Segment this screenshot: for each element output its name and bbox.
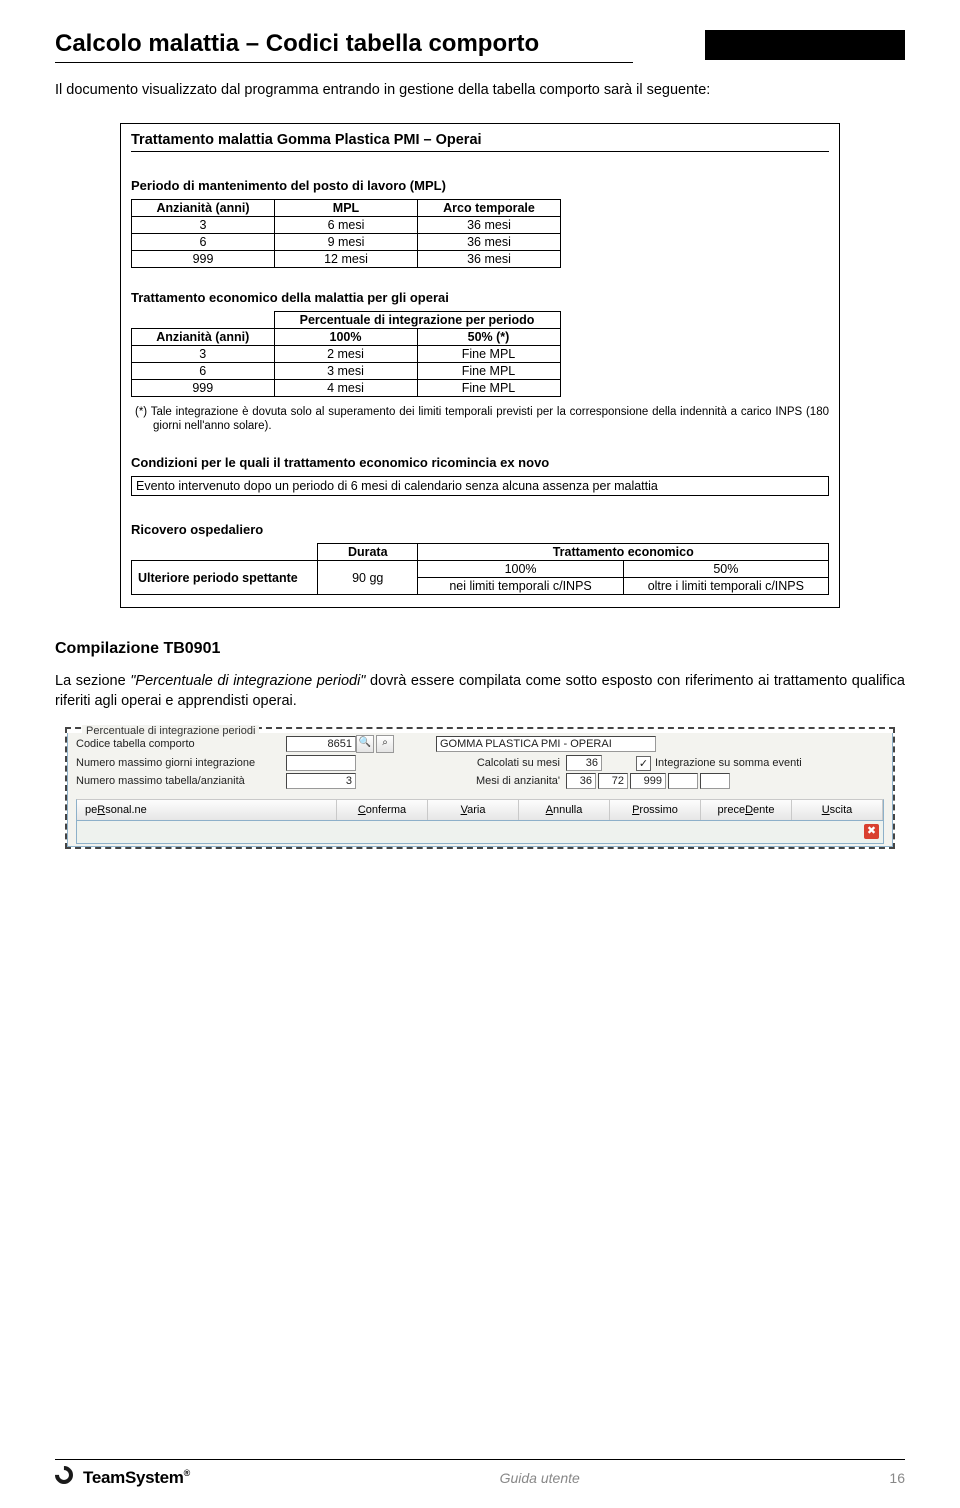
section-condizioni-heading: Condizioni per le quali il trattamento e…: [131, 455, 829, 470]
ricovero-row-label: Ulteriore periodo spettante: [132, 561, 318, 595]
input-max-giorni[interactable]: [286, 755, 356, 771]
btn-uscita[interactable]: Uscita: [792, 800, 883, 820]
label-calcolati-mesi: Calcolati su mesi: [436, 756, 566, 770]
mpl-table: Anzianità (anni) MPL Arco temporale 36 m…: [131, 199, 561, 268]
footer-title: Guida utente: [190, 1470, 889, 1486]
table-cell: Fine MPL: [417, 379, 560, 396]
label-integrazione-somma: Integrazione su somma eventi: [655, 757, 802, 769]
table-cell: 999: [132, 379, 275, 396]
section-mpl-heading: Periodo di mantenimento del posto di lav…: [131, 178, 829, 193]
ricovero-col-durata: Durata: [318, 544, 418, 561]
input-anz-1[interactable]: 36: [566, 773, 596, 789]
table-cell: Fine MPL: [417, 345, 560, 362]
label-mesi-anzianita: Mesi di anzianita': [436, 774, 566, 788]
table-cell: 9 mesi: [275, 233, 418, 250]
economico-col-100: 100%: [274, 328, 417, 345]
doc-title-rule: [131, 151, 829, 152]
label-max-tabella: Numero massimo tabella/anzianità: [76, 774, 286, 788]
para-italic: "Percentuale di integrazione periodi": [130, 673, 365, 689]
title-rule: [55, 62, 633, 63]
table-cell: 12 mesi: [275, 250, 418, 267]
form-screenshot: Percentuale di integrazione periodi Codi…: [65, 727, 895, 849]
ricovero-sub-100: 100%: [418, 561, 623, 578]
input-codice-tabella[interactable]: 8651: [286, 736, 356, 752]
table-cell: Fine MPL: [417, 362, 560, 379]
intro-paragraph: Il documento visualizzato dal programma …: [55, 81, 905, 101]
table-cell: 4 mesi: [274, 379, 417, 396]
table-cell: 3 mesi: [274, 362, 417, 379]
form-legend: Percentuale di integrazione periodi: [82, 725, 259, 737]
economico-span-header: Percentuale di integrazione per periodo: [274, 311, 560, 328]
btn-precedente[interactable]: preceDente: [701, 800, 792, 820]
economico-col-anzianita: Anzianità (anni): [132, 328, 275, 345]
table-cell: 6: [132, 362, 275, 379]
ricovero-cell-2: oltre i limiti temporali c/INPS: [623, 578, 828, 595]
embedded-doc-screenshot: Trattamento malattia Gomma Plastica PMI …: [120, 123, 840, 609]
lookup-icon[interactable]: ⌕: [376, 735, 394, 753]
teamsystem-logo: TeamSystem®: [55, 1466, 190, 1490]
btn-varia[interactable]: Varia: [428, 800, 519, 820]
section-economico-heading: Trattamento economico della malattia per…: [131, 290, 829, 305]
table-cell: 36 mesi: [418, 250, 561, 267]
section-ricovero-heading: Ricovero ospedaliero: [131, 522, 829, 537]
logo-text: TeamSystem: [83, 1468, 184, 1487]
btn-prossimo[interactable]: Prossimo: [610, 800, 701, 820]
footer-page-number: 16: [889, 1470, 905, 1486]
table-cell: 36 mesi: [418, 216, 561, 233]
close-icon[interactable]: ✖: [864, 824, 879, 839]
input-anz-3[interactable]: 999: [630, 773, 666, 789]
table-cell: 3: [132, 345, 275, 362]
checkbox-integrazione[interactable]: ✓: [636, 756, 651, 771]
input-anz-4[interactable]: [668, 773, 698, 789]
table-cell: 3: [132, 216, 275, 233]
table-cell: 2 mesi: [274, 345, 417, 362]
input-anz-2[interactable]: 72: [598, 773, 628, 789]
table-cell: 6 mesi: [275, 216, 418, 233]
btn-conferma[interactable]: Conferma: [337, 800, 428, 820]
table-cell: 6: [132, 233, 275, 250]
table-cell: 999: [132, 250, 275, 267]
input-calcolati-mesi[interactable]: 36: [566, 755, 602, 771]
label-max-giorni: Numero massimo giorni integrazione: [76, 756, 286, 770]
input-max-tabella[interactable]: 3: [286, 773, 356, 789]
ricovero-col-trattamento: Trattamento economico: [418, 544, 829, 561]
para-prefix: La sezione: [55, 673, 130, 689]
logo-mark-icon: [55, 1466, 77, 1490]
mpl-col-anzianita: Anzianità (anni): [132, 199, 275, 216]
ricovero-durata: 90 gg: [318, 561, 418, 595]
compilazione-heading: Compilazione TB0901: [55, 640, 905, 658]
ricovero-cell-1: nei limiti temporali c/INPS: [418, 578, 623, 595]
input-anz-5[interactable]: [700, 773, 730, 789]
economico-table: Percentuale di integrazione per periodo …: [131, 311, 561, 397]
doc-title: Trattamento malattia Gomma Plastica PMI …: [131, 130, 829, 150]
economico-col-50: 50% (*): [417, 328, 560, 345]
label-codice-tabella: Codice tabella comporto: [76, 737, 286, 751]
economico-note: (*) Tale integrazione è dovuta solo al s…: [131, 405, 829, 434]
search-icon[interactable]: 🔍: [356, 735, 374, 753]
footer-rule: [55, 1459, 905, 1460]
input-codice-desc[interactable]: GOMMA PLASTICA PMI - OPERAI: [436, 736, 656, 752]
redaction-block: [705, 30, 905, 60]
table-cell: 36 mesi: [418, 233, 561, 250]
mpl-col-arco: Arco temporale: [418, 199, 561, 216]
page-title: Calcolo malattia – Codici tabella compor…: [55, 30, 685, 58]
mpl-col-mpl: MPL: [275, 199, 418, 216]
ricovero-sub-50: 50%: [623, 561, 828, 578]
ricovero-table: Durata Trattamento economico Ulteriore p…: [131, 543, 829, 595]
btn-personal[interactable]: peRsonal.ne: [77, 800, 337, 820]
form-button-bar: peRsonal.ne Conferma Varia Annulla Pross…: [76, 799, 884, 821]
form-statusbar: ✖: [76, 821, 884, 844]
condizioni-box: Evento intervenuto dopo un periodo di 6 …: [131, 476, 829, 496]
btn-annulla[interactable]: Annulla: [519, 800, 610, 820]
compilazione-paragraph: La sezione "Percentuale di integrazione …: [55, 672, 905, 711]
